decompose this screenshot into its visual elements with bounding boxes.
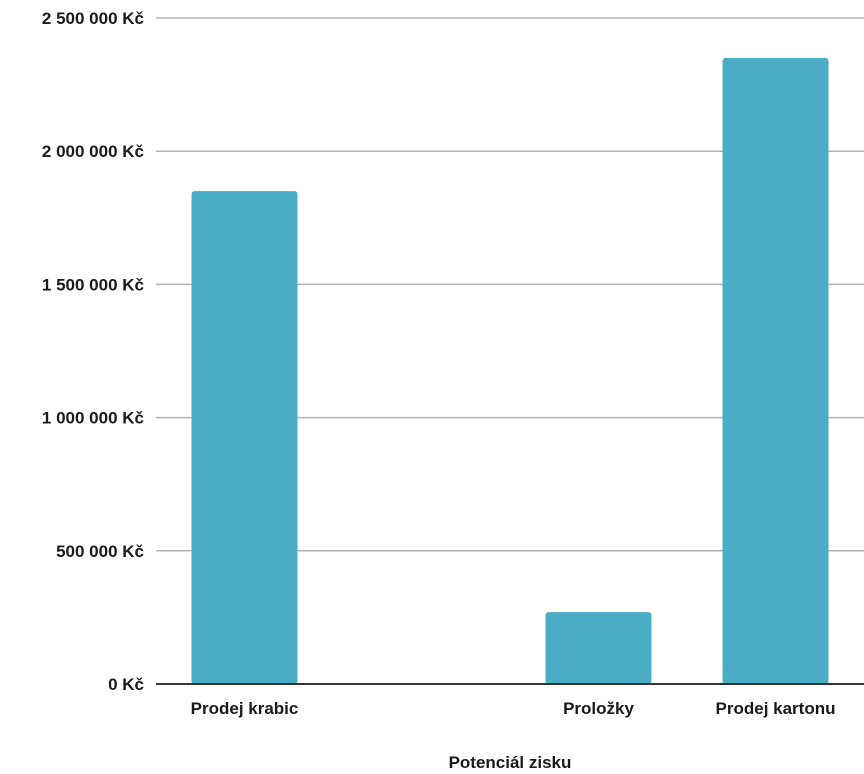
bar — [191, 191, 298, 684]
x-category-label: Proložky — [563, 699, 634, 718]
y-tick-label: 1 000 000 Kč — [42, 409, 144, 428]
bars-layer — [191, 57, 829, 684]
x-category-label: Prodej kartonu — [716, 699, 836, 718]
bar — [722, 57, 829, 684]
y-tick-label: 1 500 000 Kč — [42, 275, 144, 294]
bar — [545, 612, 652, 684]
x-axis-title: Potenciál zisku — [449, 753, 572, 772]
y-tick-label: 500 000 Kč — [56, 542, 144, 561]
y-tick-label: 2 500 000 Kč — [42, 9, 144, 28]
y-tick-label: 2 000 000 Kč — [42, 142, 144, 161]
x-category-label: Prodej krabic — [191, 699, 299, 718]
y-tick-label: 0 Kč — [108, 675, 144, 694]
labels-layer: 0 Kč 500 000 Kč 1 000 000 Kč 1 500 000 Kč 2 … — [42, 9, 836, 718]
